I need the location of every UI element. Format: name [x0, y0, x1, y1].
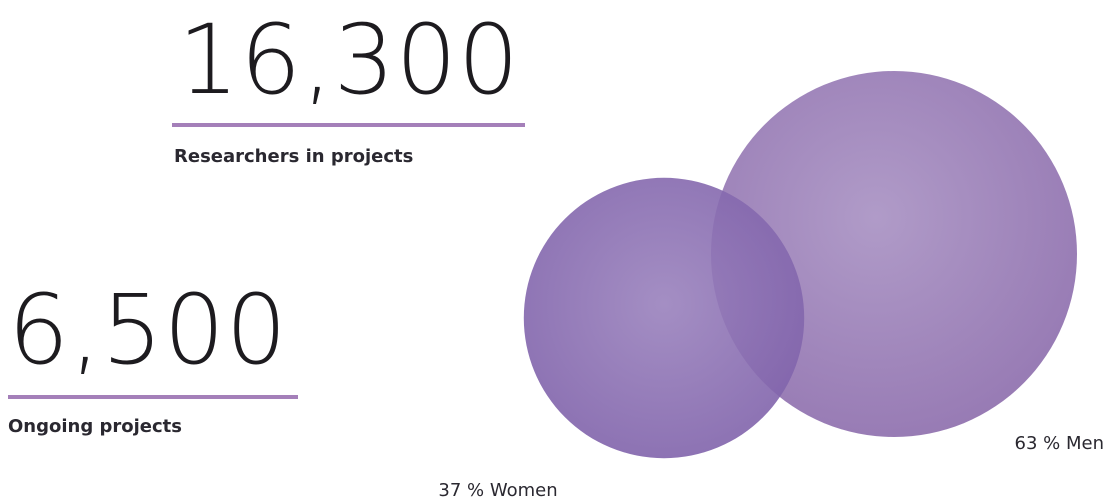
researchers-label: Researchers in projects	[174, 146, 414, 167]
projects-count: 6,500	[8, 274, 288, 386]
projects-divider	[8, 395, 298, 399]
bubbles-group	[523, 71, 1077, 459]
bubble-label-men: 63 % Men	[1015, 433, 1104, 454]
projects-label: Ongoing projects	[8, 416, 182, 437]
researchers-divider	[172, 123, 525, 127]
bubble-women	[523, 177, 805, 459]
researchers-count: 16,300	[178, 4, 520, 116]
bubble-labels-group: 63 % Men 37 % Women	[438, 433, 1104, 501]
bubble-men	[711, 71, 1077, 437]
bubble-label-women: 37 % Women	[438, 480, 557, 501]
